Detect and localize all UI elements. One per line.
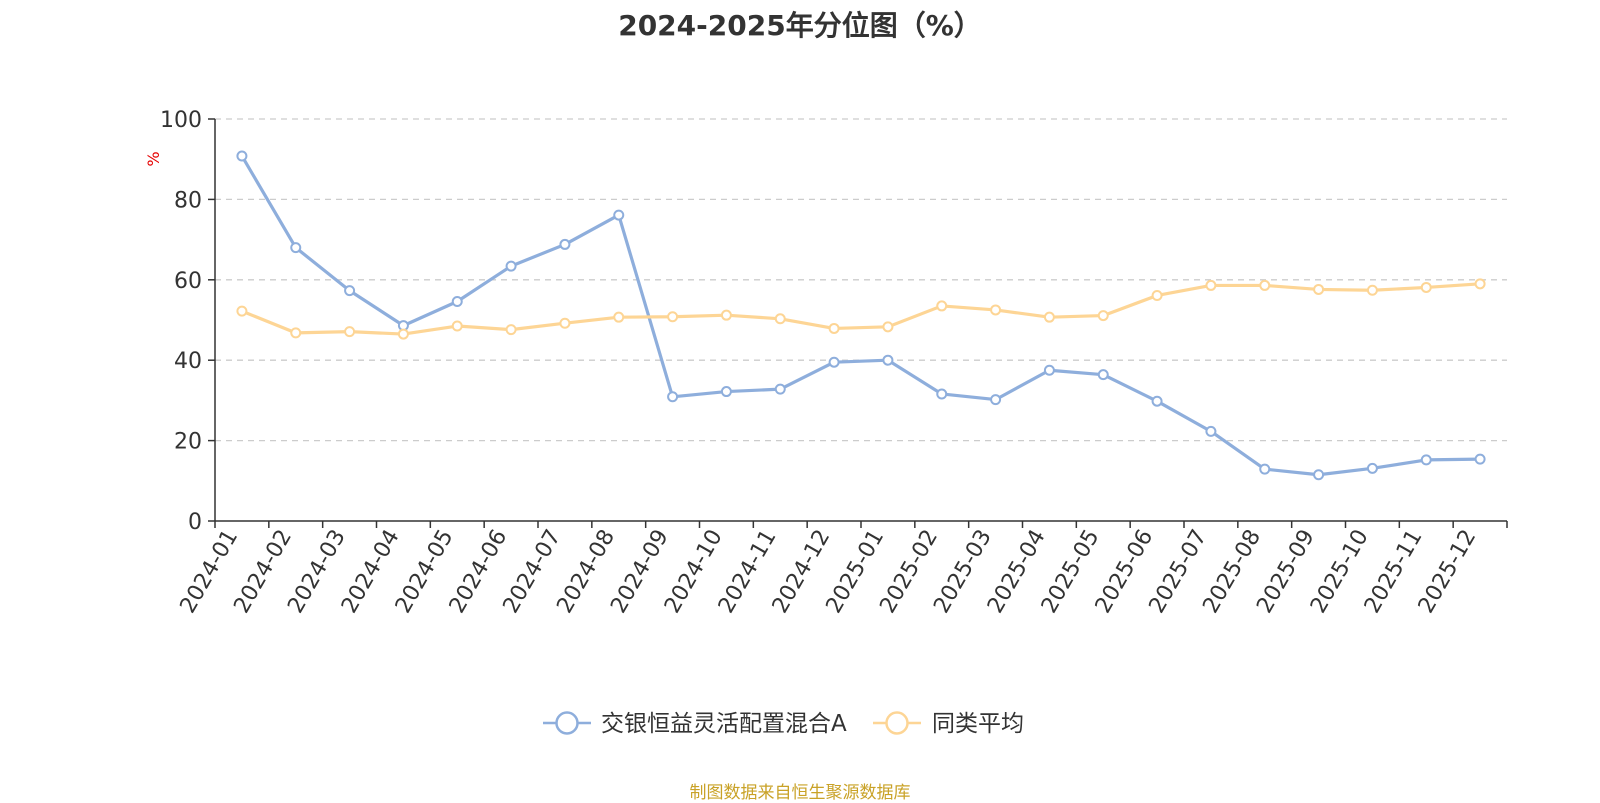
data-point[interactable] — [613, 311, 625, 323]
series-line — [240, 155, 1481, 477]
data-point[interactable] — [344, 285, 356, 297]
data-point[interactable] — [667, 391, 679, 403]
legend-marker-icon — [885, 711, 909, 735]
data-point[interactable] — [1097, 310, 1109, 322]
data-point[interactable] — [1259, 463, 1271, 475]
data-point[interactable] — [1474, 453, 1486, 465]
data-point[interactable] — [451, 320, 463, 332]
data-point[interactable] — [1366, 462, 1378, 474]
data-point[interactable] — [990, 304, 1002, 316]
y-tick-label: 20 — [174, 430, 202, 455]
data-point[interactable] — [990, 394, 1002, 406]
y-tick-label: 100 — [160, 108, 202, 133]
y-tick-label: 80 — [174, 188, 202, 213]
legend-label: 同类平均 — [932, 711, 1024, 737]
chart-title: 2024-2025年分位图（%） — [618, 9, 982, 42]
data-point[interactable] — [936, 388, 948, 400]
data-point[interactable] — [1097, 369, 1109, 381]
legend[interactable]: 交银恒益灵活配置混合A 同类平均 — [543, 711, 1024, 737]
legend-marker-icon — [555, 711, 579, 735]
data-point[interactable] — [505, 324, 517, 336]
data-point[interactable] — [1151, 395, 1163, 407]
data-point[interactable] — [505, 260, 517, 272]
series-1 — [236, 278, 1486, 340]
y-tick-label: 0 — [188, 510, 202, 535]
legend-item[interactable]: 交银恒益灵活配置混合A — [543, 711, 847, 737]
data-point[interactable] — [1420, 281, 1432, 293]
data-point[interactable] — [882, 321, 894, 333]
y-tick-label: 60 — [174, 269, 202, 294]
data-point[interactable] — [1043, 311, 1055, 323]
source-note: 制图数据来自恒生聚源数据库 — [689, 783, 911, 803]
data-point[interactable] — [290, 327, 302, 339]
grid-lines — [215, 118, 1507, 442]
data-point[interactable] — [1151, 289, 1163, 301]
y-tick-label: 40 — [174, 349, 202, 374]
data-point[interactable] — [1420, 454, 1432, 466]
axes: 020406080100%2024-012024-022024-032024-0… — [144, 108, 1508, 618]
series-lines — [236, 150, 1486, 481]
data-point[interactable] — [1313, 469, 1325, 481]
data-point[interactable] — [1366, 284, 1378, 296]
data-point[interactable] — [828, 356, 840, 368]
data-point[interactable] — [559, 317, 571, 329]
data-point[interactable] — [720, 386, 732, 398]
data-point[interactable] — [1043, 364, 1055, 376]
data-point[interactable] — [936, 300, 948, 312]
data-point[interactable] — [1205, 279, 1217, 291]
data-point[interactable] — [774, 313, 786, 325]
data-point[interactable] — [236, 150, 248, 162]
data-point[interactable] — [344, 326, 356, 338]
data-point[interactable] — [774, 383, 786, 395]
data-point[interactable] — [1474, 278, 1486, 290]
data-point[interactable] — [290, 242, 302, 254]
data-point[interactable] — [1313, 283, 1325, 295]
data-point[interactable] — [613, 209, 625, 221]
data-point[interactable] — [559, 238, 571, 250]
data-point[interactable] — [451, 296, 463, 308]
y-axis-unit: % — [144, 151, 163, 166]
data-point[interactable] — [1259, 279, 1271, 291]
data-point[interactable] — [882, 354, 894, 366]
data-point[interactable] — [397, 328, 409, 340]
data-point[interactable] — [720, 309, 732, 321]
data-point[interactable] — [1205, 425, 1217, 437]
legend-label: 交银恒益灵活配置混合A — [601, 711, 847, 737]
series-0 — [236, 150, 1486, 481]
legend-item[interactable]: 同类平均 — [873, 711, 1024, 737]
data-point[interactable] — [236, 305, 248, 317]
data-point[interactable] — [828, 322, 840, 334]
series-line — [241, 282, 1481, 336]
data-point[interactable] — [667, 311, 679, 323]
